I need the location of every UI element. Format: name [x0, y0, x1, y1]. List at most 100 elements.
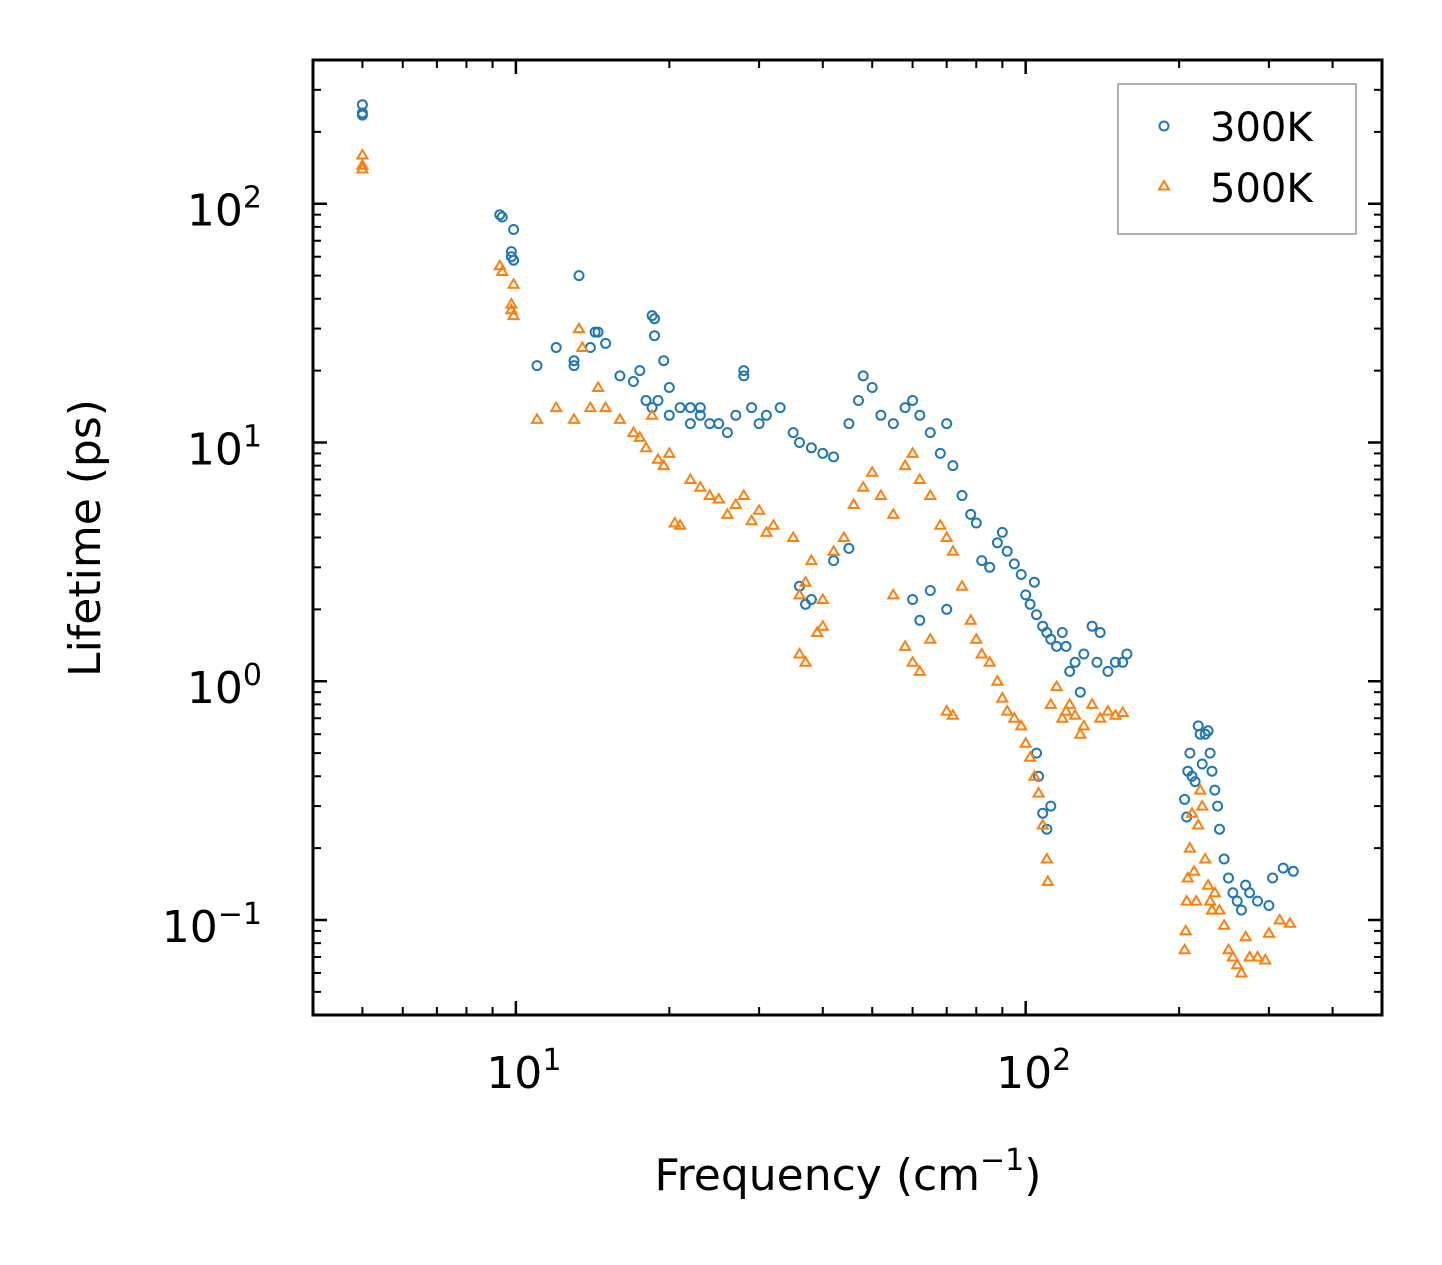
plot-frame — [311, 58, 1384, 1017]
point-500k — [1258, 953, 1272, 965]
point-300k — [875, 409, 887, 421]
point-500k — [1221, 942, 1236, 955]
point-300k — [1028, 576, 1040, 588]
point-500k — [939, 704, 954, 716]
point-300k — [1109, 656, 1121, 668]
point-300k — [914, 409, 926, 421]
point-500k — [737, 488, 751, 500]
point-500k — [846, 497, 861, 509]
point-500k — [792, 647, 807, 659]
point-300k — [640, 395, 652, 406]
point-500k — [651, 452, 665, 464]
point-500k — [946, 708, 960, 720]
point-500k — [1189, 894, 1203, 906]
point-500k — [1195, 799, 1209, 811]
point-500k — [1234, 966, 1249, 978]
point-500k — [1262, 926, 1276, 938]
point-500k — [626, 425, 641, 438]
point-500k — [1198, 852, 1212, 864]
point-500k — [683, 472, 698, 484]
point-300k — [614, 370, 626, 382]
point-300k — [887, 418, 899, 430]
point-300k — [568, 355, 580, 367]
point-500k — [1212, 903, 1227, 915]
point-500k — [939, 530, 954, 542]
point-500k — [786, 530, 800, 542]
point-500k — [792, 587, 807, 600]
point-300k — [508, 224, 520, 235]
point-300k — [713, 418, 725, 430]
point-500k — [1040, 852, 1054, 864]
point-300k — [1227, 887, 1239, 899]
point-500k — [816, 619, 830, 631]
point-500k — [1201, 878, 1215, 890]
point-500k — [549, 400, 563, 413]
point-500k — [1203, 894, 1217, 906]
point-500k — [1238, 929, 1253, 942]
point-500k — [720, 507, 735, 519]
point-500k — [495, 264, 509, 276]
point-300k — [828, 555, 840, 567]
point-300k — [1267, 872, 1279, 884]
point-300k — [976, 555, 988, 567]
point-500k — [804, 553, 819, 566]
point-300k — [684, 418, 696, 430]
point-500k — [1035, 818, 1050, 830]
point-300k — [1091, 656, 1103, 668]
point-500k — [955, 579, 969, 591]
point-300k — [805, 442, 817, 454]
point-500k — [613, 412, 627, 424]
point-500k — [711, 492, 726, 504]
point-300k — [1020, 589, 1032, 601]
x-tick-label: 101 — [486, 1043, 561, 1099]
point-500k — [1023, 750, 1037, 762]
point-300k — [1121, 648, 1133, 660]
point-500k — [530, 412, 544, 424]
point-500k — [995, 691, 1010, 703]
point-300k — [356, 109, 368, 121]
point-300k — [1060, 640, 1072, 652]
point-300k — [1235, 904, 1247, 916]
point-500k — [1185, 806, 1199, 818]
point-500k — [668, 516, 682, 528]
point-500k — [1044, 697, 1058, 709]
point-300k — [753, 418, 765, 430]
point-500k — [572, 321, 586, 334]
point-300k — [1189, 776, 1201, 788]
point-300k — [600, 337, 612, 349]
point-300k — [914, 614, 926, 626]
point-300k — [738, 370, 750, 382]
point-300k — [1206, 765, 1218, 777]
point-300k — [924, 427, 936, 439]
point-300k — [694, 402, 706, 414]
point-300k — [899, 402, 911, 414]
point-500k — [1073, 727, 1088, 739]
x-axis-label: Frequency (cm−1) — [655, 1143, 1042, 1201]
point-300k — [970, 517, 982, 529]
point-300k — [721, 427, 733, 439]
point-500k — [662, 446, 677, 458]
point-300k — [760, 409, 772, 421]
point-300k — [627, 376, 639, 387]
point-500k — [1085, 697, 1099, 709]
point-500k — [856, 480, 870, 492]
point-500k — [1205, 903, 1219, 915]
point-300k — [1214, 823, 1225, 835]
x-tick-label: 102 — [996, 1043, 1071, 1099]
point-300k — [1209, 784, 1221, 796]
point-500k — [656, 458, 671, 471]
point-500k — [693, 480, 708, 492]
point-500k — [591, 380, 605, 392]
point-300k — [531, 360, 543, 372]
point-500k — [702, 488, 717, 500]
point-300k — [649, 330, 660, 342]
point-500k — [923, 632, 938, 644]
point-300k — [794, 437, 805, 448]
point-300k — [984, 561, 996, 573]
point-300k — [1086, 620, 1098, 632]
point-300k — [694, 409, 706, 421]
point-500k — [982, 655, 997, 667]
y-tick-label: 100 — [187, 658, 262, 714]
point-500k — [963, 613, 978, 625]
